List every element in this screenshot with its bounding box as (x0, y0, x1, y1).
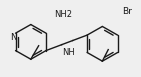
Text: Br: Br (122, 7, 132, 16)
Text: NH: NH (62, 48, 74, 57)
Text: NH2: NH2 (54, 10, 72, 19)
Text: N: N (10, 33, 16, 42)
